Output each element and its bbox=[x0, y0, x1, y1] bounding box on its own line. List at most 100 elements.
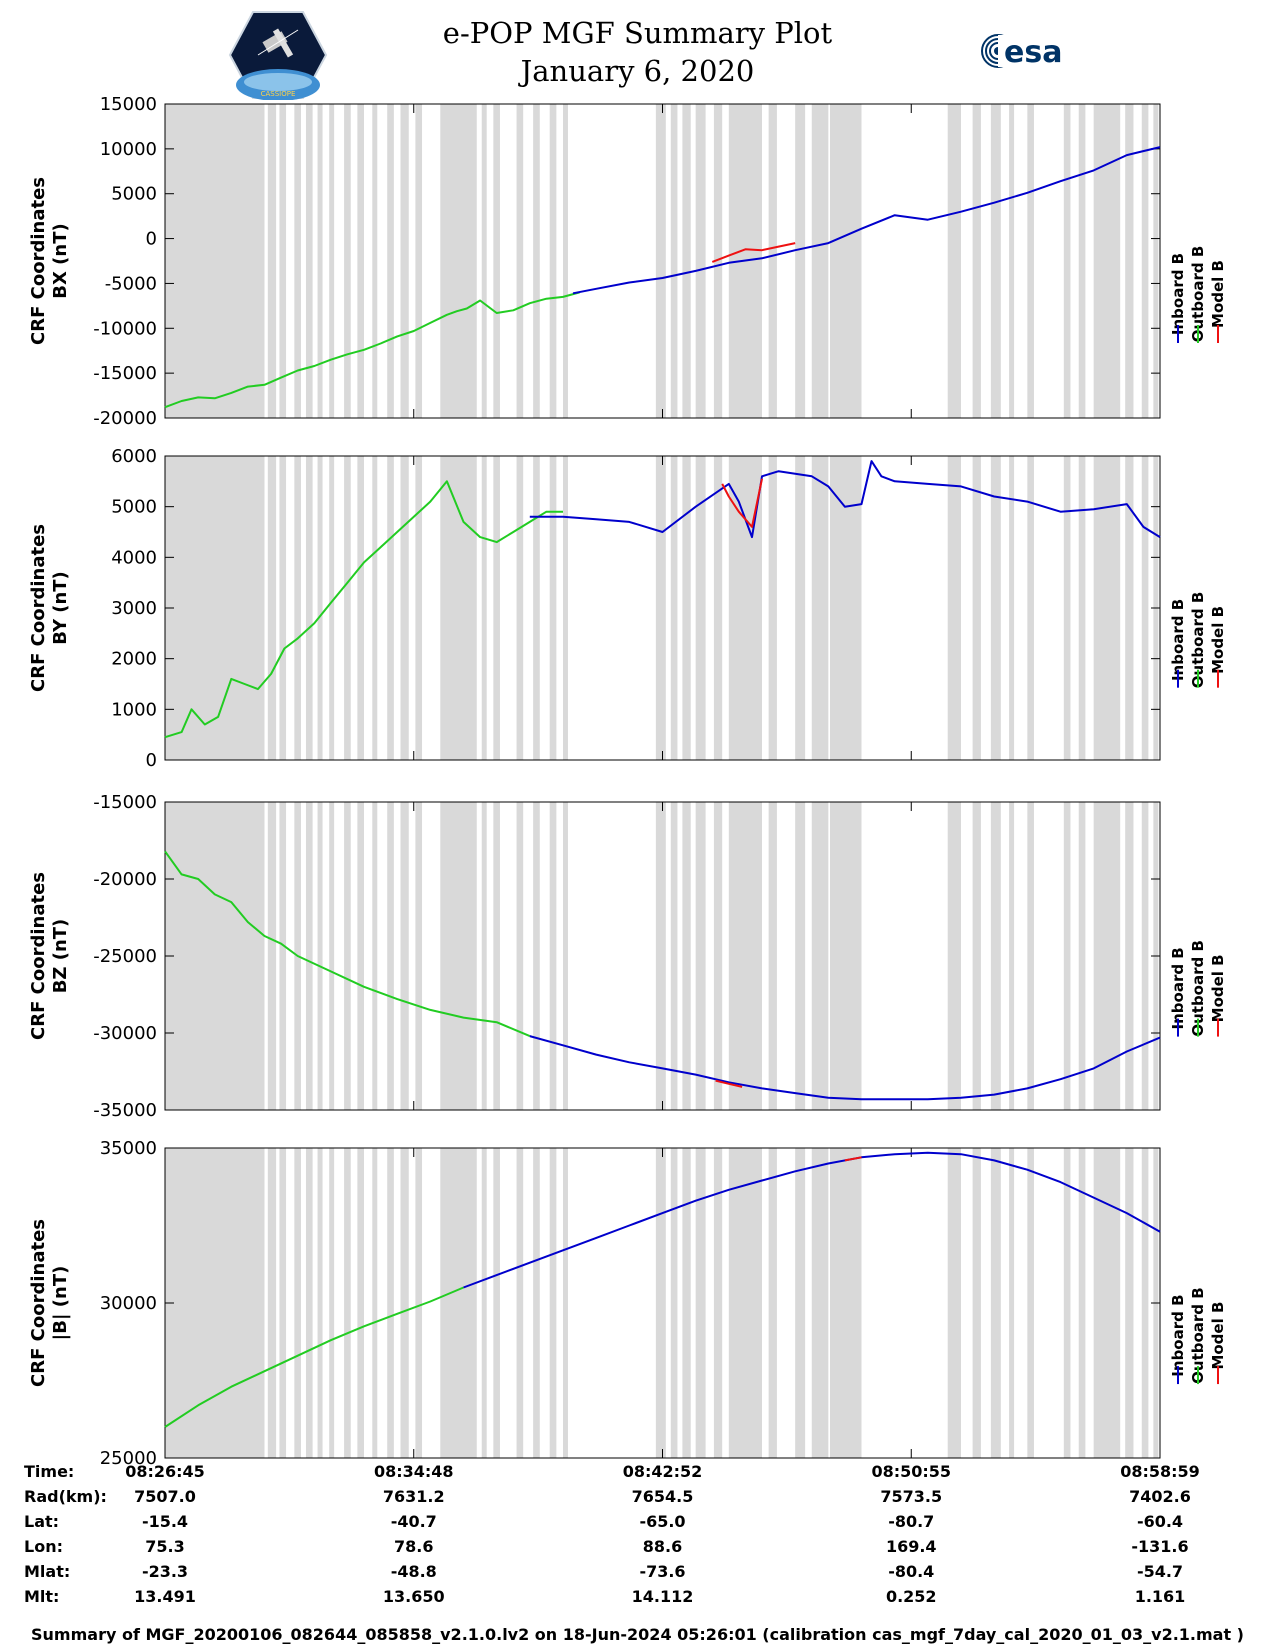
legend-label: Outboard B bbox=[1189, 940, 1207, 1037]
y-tick-label: 4000 bbox=[111, 547, 157, 568]
shaded-span bbox=[294, 104, 301, 418]
shaded-span bbox=[267, 1148, 277, 1458]
shaded-span bbox=[305, 104, 313, 418]
shaded-span bbox=[1078, 456, 1086, 760]
shaded-span bbox=[549, 456, 557, 760]
info-row-value: 75.3 bbox=[145, 1537, 185, 1556]
legend-label: Inboard B bbox=[1169, 253, 1187, 335]
shaded-span bbox=[533, 104, 540, 418]
series-line-inboard-b bbox=[463, 1151, 1161, 1289]
y-tick-label: 35000 bbox=[100, 1138, 157, 1159]
info-row-value: 08:34:48 bbox=[373, 1462, 454, 1481]
shaded-span bbox=[1009, 1148, 1015, 1458]
shaded-span bbox=[829, 456, 862, 760]
shaded-span bbox=[357, 456, 364, 760]
shaded-span bbox=[440, 456, 477, 760]
shaded-span bbox=[670, 456, 678, 760]
shaded-span bbox=[305, 1148, 313, 1458]
info-row-label: Rad(km): bbox=[24, 1487, 107, 1506]
shaded-span bbox=[549, 104, 557, 418]
info-row-value: 7507.0 bbox=[134, 1487, 196, 1506]
shaded-span bbox=[165, 104, 265, 418]
info-row: Mlat: -23.3 -48.8 -73.6 -80.4 -54.7 bbox=[0, 1562, 1275, 1586]
series-line-model-b bbox=[721, 478, 763, 528]
shaded-span bbox=[972, 456, 981, 760]
shaded-span bbox=[1141, 1148, 1149, 1458]
shaded-span bbox=[695, 1148, 706, 1458]
y-tick-label: 5000 bbox=[111, 497, 157, 518]
shaded-span bbox=[695, 456, 706, 760]
shaded-span bbox=[829, 802, 862, 1110]
y-tick-label: 10000 bbox=[100, 139, 157, 160]
shaded-span bbox=[400, 1148, 409, 1458]
y-tick-label: -35000 bbox=[93, 1100, 157, 1121]
shaded-span bbox=[990, 1148, 1001, 1458]
shaded-span bbox=[344, 1148, 351, 1458]
info-row: Lat: -15.4 -40.7 -65.0 -80.7 -60.4 bbox=[0, 1512, 1275, 1536]
esa-logo: esa bbox=[981, 34, 1062, 70]
y-axis-unit-label: BY (nT) bbox=[50, 571, 71, 645]
shaded-span bbox=[670, 802, 678, 1110]
y-tick-label: -20000 bbox=[93, 869, 157, 890]
orbit-info-table: Time: 08:26:45 08:34:48 08:42:52 08:50:55 08:… bbox=[0, 1462, 1275, 1632]
shaded-span bbox=[481, 456, 487, 760]
y-axis-label: CRF Coordinates bbox=[28, 872, 49, 1040]
shaded-span bbox=[294, 1148, 301, 1458]
shaded-span bbox=[1141, 104, 1149, 418]
info-row-value: -48.8 bbox=[390, 1562, 437, 1581]
info-row-value: 7573.5 bbox=[880, 1487, 943, 1506]
y-tick-label: 5000 bbox=[111, 184, 157, 205]
shaded-span bbox=[329, 802, 335, 1110]
shaded-span bbox=[549, 1148, 557, 1458]
shaded-span bbox=[1063, 104, 1071, 418]
shaded-span bbox=[1027, 104, 1034, 418]
shaded-span bbox=[372, 104, 378, 418]
shaded-span bbox=[947, 802, 961, 1110]
shaded-span bbox=[811, 802, 829, 1110]
shaded-span bbox=[990, 456, 1001, 760]
info-row-value: 169.4 bbox=[885, 1537, 937, 1556]
shaded-span bbox=[670, 1148, 678, 1458]
shaded-span bbox=[415, 456, 423, 760]
shaded-span bbox=[768, 802, 777, 1110]
shaded-span bbox=[1078, 104, 1086, 418]
shaded-span bbox=[682, 104, 691, 418]
y-tick-label: 2000 bbox=[111, 649, 157, 670]
series-line-inboard-b bbox=[572, 146, 1161, 295]
series-line-outboard-b bbox=[164, 480, 563, 739]
shaded-span bbox=[713, 802, 723, 1110]
y-tick-label: 6000 bbox=[111, 446, 157, 467]
info-row-value: 08:42:52 bbox=[622, 1462, 703, 1481]
info-row-value: 78.6 bbox=[394, 1537, 434, 1556]
shaded-span bbox=[563, 802, 568, 1110]
series-line-model-b bbox=[844, 1156, 862, 1162]
shaded-span bbox=[440, 1148, 477, 1458]
shaded-span bbox=[533, 456, 540, 760]
shaded-span bbox=[317, 456, 323, 760]
shaded-span bbox=[972, 802, 981, 1110]
shaded-span bbox=[655, 1148, 666, 1458]
legend-label: Inboard B bbox=[1169, 947, 1187, 1029]
shaded-span bbox=[481, 104, 487, 418]
shaded-span bbox=[357, 1148, 364, 1458]
shaded-span bbox=[728, 1148, 762, 1458]
shaded-span bbox=[357, 802, 364, 1110]
shaded-span bbox=[947, 456, 961, 760]
shaded-span bbox=[317, 104, 323, 418]
info-row-value: 08:58:59 bbox=[1120, 1462, 1200, 1481]
shaded-span bbox=[372, 1148, 378, 1458]
y-tick-label: 15000 bbox=[100, 94, 157, 115]
shaded-span bbox=[493, 802, 500, 1110]
shaded-span bbox=[329, 456, 335, 760]
shaded-span bbox=[768, 104, 777, 418]
shaded-span bbox=[344, 104, 351, 418]
legend-label: Inboard B bbox=[1169, 1294, 1187, 1376]
shaded-span bbox=[1093, 104, 1121, 418]
info-row-value: -80.4 bbox=[888, 1562, 935, 1581]
info-row-value: -23.3 bbox=[141, 1562, 189, 1581]
series-line-model-b bbox=[711, 242, 796, 263]
shaded-span bbox=[440, 104, 477, 418]
legend-label: Inboard B bbox=[1169, 599, 1187, 681]
shaded-span bbox=[267, 104, 277, 418]
shaded-span bbox=[317, 1148, 323, 1458]
